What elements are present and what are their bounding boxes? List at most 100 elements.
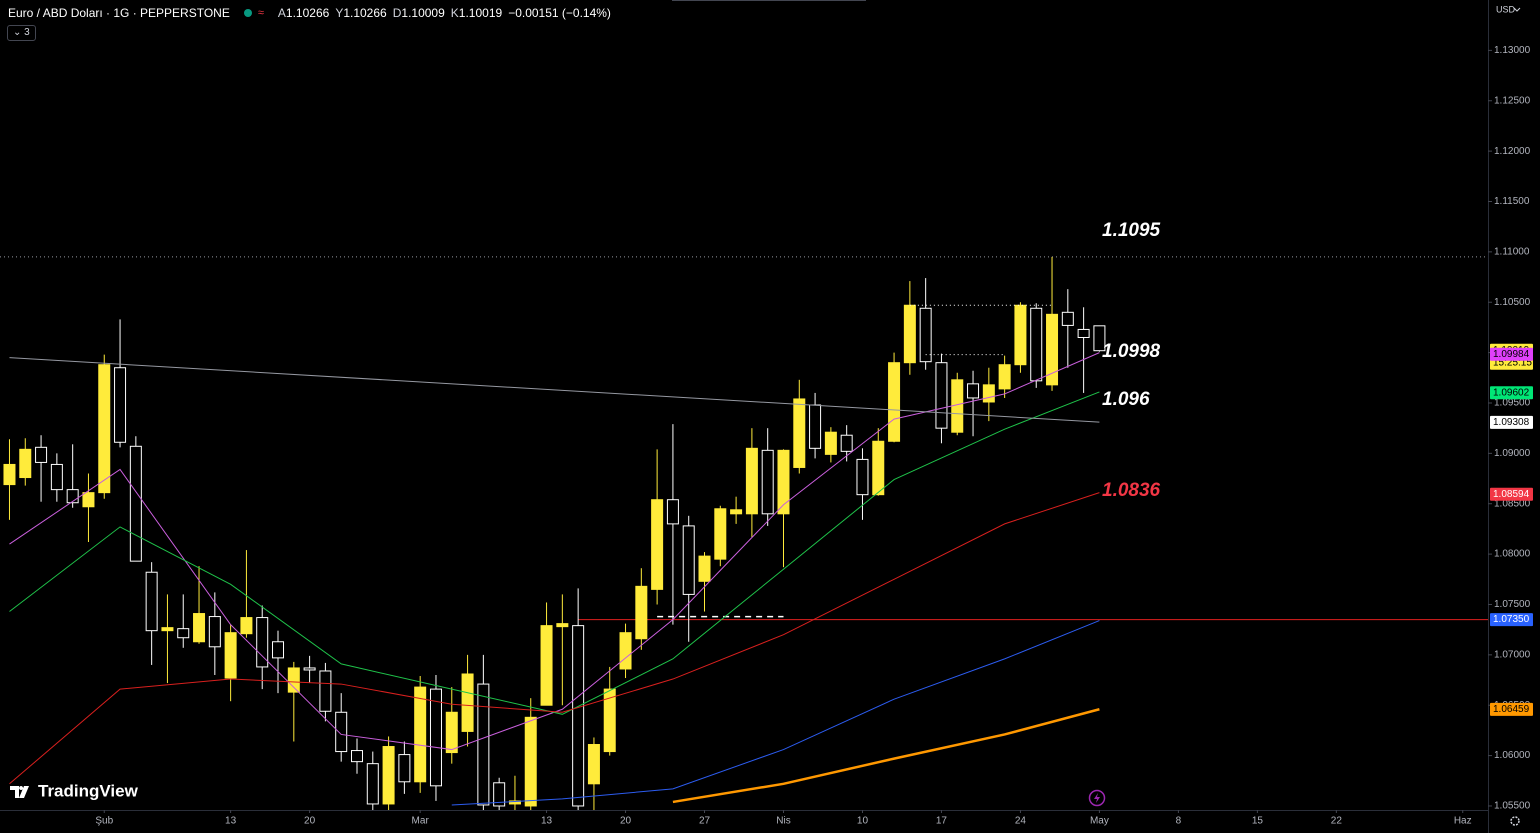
currency-caret xyxy=(1513,7,1521,12)
y-tick-label: 1.08500 xyxy=(1494,498,1531,509)
currency[interactable]: USD xyxy=(1496,4,1516,14)
x-tick-label: 27 xyxy=(699,816,711,827)
y-tick-label: 1.09500 xyxy=(1494,398,1531,409)
candle-body xyxy=(603,688,616,753)
candle-body xyxy=(809,404,822,449)
candle-body xyxy=(856,458,869,496)
candle-body xyxy=(350,750,363,763)
alert-icon[interactable] xyxy=(1088,789,1106,807)
x-tick-label: Şub xyxy=(95,816,113,827)
price-tag xyxy=(1490,386,1533,400)
logo: TradingView xyxy=(10,781,139,800)
candle-body xyxy=(556,623,569,628)
candle-body xyxy=(982,384,995,403)
candle-body xyxy=(319,670,332,712)
price-tag xyxy=(1490,613,1533,627)
candle-body xyxy=(98,364,111,494)
ohlc-label: D xyxy=(392,6,402,20)
indicator-toggle[interactable]: ⌄ 3 xyxy=(7,25,36,41)
y-tick-label: 1.07500 xyxy=(1494,599,1531,610)
legend-header: Euro / ABD Doları · 1G · PEPPERSTONE ≈ A… xyxy=(8,6,617,20)
candle-body xyxy=(840,434,853,452)
candle-body xyxy=(714,508,727,560)
candle-body xyxy=(303,667,316,671)
price-tag-label: 1.07350 xyxy=(1493,614,1530,625)
status-dot xyxy=(243,9,252,17)
candle-body xyxy=(745,447,758,515)
candle-body xyxy=(824,431,837,455)
price-tag-label: 1.09602 xyxy=(1493,387,1530,398)
candle-body xyxy=(508,800,521,805)
candle-body xyxy=(619,632,632,670)
candle-body xyxy=(129,445,142,562)
candle-body xyxy=(524,716,537,807)
y-tick-label: 1.08000 xyxy=(1494,549,1531,560)
y-tick-label: 1.07000 xyxy=(1494,649,1531,660)
ohlc-label: K xyxy=(450,6,459,20)
candle-body xyxy=(1077,328,1090,339)
candle-body xyxy=(635,585,648,640)
candle-body xyxy=(540,625,553,706)
annotation: 1.1095 xyxy=(1102,220,1161,241)
x-tick-label: 8 xyxy=(1176,816,1182,827)
price-tag xyxy=(1490,347,1533,361)
price-tag-countdown: 15:25:15 xyxy=(1493,357,1532,368)
price-tag-label: 1.09308 xyxy=(1493,417,1530,428)
alert-bolt xyxy=(1094,793,1100,803)
ohlc-value: 1.10009 xyxy=(401,6,445,20)
candle-body xyxy=(445,711,458,754)
indicator-line xyxy=(9,357,1100,423)
candle-body xyxy=(967,383,980,399)
y-tick-label: 1.12500 xyxy=(1494,95,1531,106)
indicator-line xyxy=(672,708,1100,804)
candle-body xyxy=(1014,304,1027,366)
y-tick-label: 1.12000 xyxy=(1494,146,1531,157)
ohlc-value: 1.10266 xyxy=(285,6,330,20)
candle-body xyxy=(193,613,206,643)
y-tick-label: 1.13000 xyxy=(1494,45,1531,56)
settings-icon[interactable] xyxy=(1510,816,1520,826)
price-tag-label: 1.08594 xyxy=(1493,489,1530,500)
ohlc-label: Y xyxy=(335,6,344,20)
candle-body xyxy=(777,449,790,515)
indicator-line xyxy=(9,391,1100,715)
candle-body xyxy=(1061,311,1074,326)
candle-body xyxy=(382,746,395,805)
x-tick-label: May xyxy=(1090,816,1109,827)
indicator-count: 3 xyxy=(24,27,30,38)
y-tick-label: 1.11000 xyxy=(1494,247,1530,258)
y-tick-label: 1.05500 xyxy=(1494,801,1531,812)
candle-body xyxy=(477,683,490,806)
candle-body xyxy=(208,616,221,648)
y-tick-label: 1.11500 xyxy=(1494,196,1530,207)
change: −0.00151 (−0.14%) xyxy=(508,6,611,20)
price-tag xyxy=(1490,487,1533,501)
candle-body xyxy=(161,627,174,632)
candle-body xyxy=(240,617,253,635)
candle-body xyxy=(82,492,95,508)
candle-body xyxy=(666,499,679,525)
candle-body xyxy=(1030,307,1043,382)
candle-body xyxy=(50,463,63,491)
candle-body xyxy=(35,446,48,463)
candle-body xyxy=(461,673,474,732)
x-tick-label: 22 xyxy=(1331,816,1343,827)
x-tick-label: 17 xyxy=(936,816,948,827)
candle-body xyxy=(429,688,442,787)
candle-body xyxy=(366,763,379,805)
candle-body xyxy=(651,499,664,590)
candle-body xyxy=(256,617,269,668)
x-tick-label: Haz xyxy=(1454,816,1472,827)
x-tick-label: 13 xyxy=(541,816,553,827)
candle-body xyxy=(698,555,711,582)
price-tag xyxy=(1490,702,1533,716)
annotation: 1.096 xyxy=(1102,389,1150,410)
ohlc-label: A xyxy=(277,6,286,20)
candle-body xyxy=(177,628,190,639)
price-tag-label: 1.06459 xyxy=(1493,704,1530,715)
ohlc-value: 1.10019 xyxy=(458,6,503,20)
candle-body xyxy=(1046,313,1059,386)
